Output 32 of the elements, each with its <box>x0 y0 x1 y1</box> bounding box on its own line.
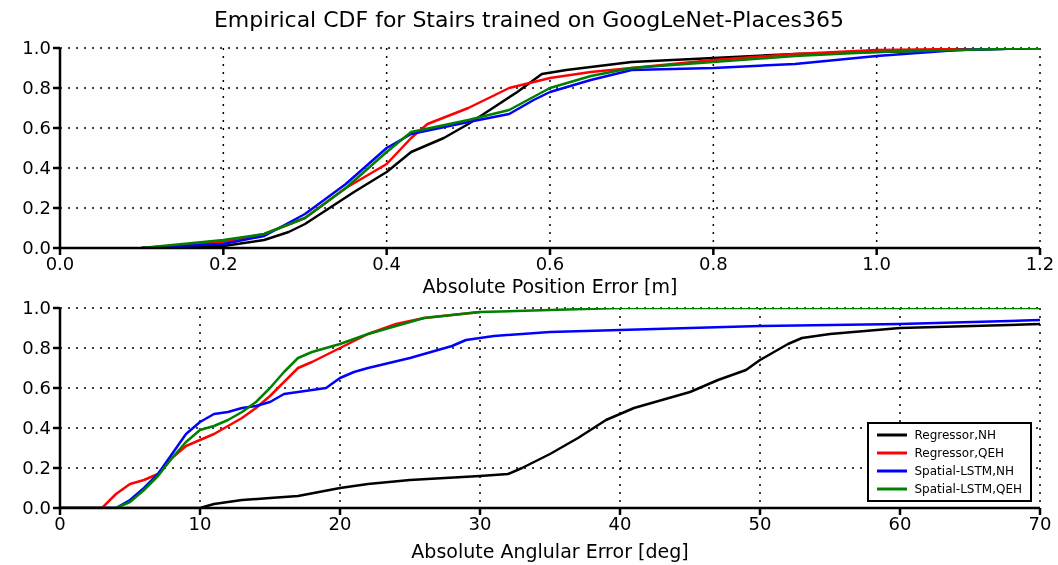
x-tick-label: 1.2 <box>1025 252 1055 274</box>
legend-label: Spatial-LSTM,QEH <box>914 482 1022 496</box>
x-tick-label: 0.4 <box>372 252 401 274</box>
y-tick-label: 1.0 <box>22 297 51 319</box>
x-tick-label: 10 <box>188 512 212 534</box>
legend-label: Regressor,NH <box>914 428 996 442</box>
x-tick-label: 0.8 <box>699 252 728 274</box>
y-tick-label: 0.2 <box>22 457 51 479</box>
x-tick-label: 30 <box>468 512 492 534</box>
x-tick-label: 50 <box>748 512 772 534</box>
x-tick-label: 60 <box>888 512 912 534</box>
x-tick-label: 0.6 <box>535 252 565 274</box>
y-tick-label: 0.6 <box>22 377 51 399</box>
x-tick-label: 0 <box>54 512 66 534</box>
x-tick-label: 1.0 <box>862 252 891 274</box>
y-tick-label: 0.6 <box>22 117 51 139</box>
y-tick-label: 0.8 <box>22 337 51 359</box>
legend-label: Spatial-LSTM,NH <box>914 464 1014 478</box>
x-tick-label: 20 <box>328 512 352 534</box>
y-tick-label: 1.0 <box>22 37 51 59</box>
y-tick-label: 0.2 <box>22 197 51 219</box>
y-tick-label: 0.8 <box>22 77 51 99</box>
y-tick-label: 0.4 <box>22 417 51 439</box>
x-axis-title: Absolute Anglular Error [deg] <box>411 540 689 562</box>
x-tick-label: 40 <box>608 512 632 534</box>
x-axis-title: Absolute Position Error [m] <box>422 275 678 297</box>
x-tick-label: 0.2 <box>209 252 238 274</box>
y-tick-label: 0.4 <box>22 157 51 179</box>
y-tick-label: 0.0 <box>22 497 51 519</box>
x-tick-label: 70 <box>1028 512 1052 534</box>
chart-title: Empirical CDF for Stairs trained on GoogLeNet-Places365 <box>213 7 845 32</box>
legend-label: Regressor,QEH <box>914 446 1004 460</box>
